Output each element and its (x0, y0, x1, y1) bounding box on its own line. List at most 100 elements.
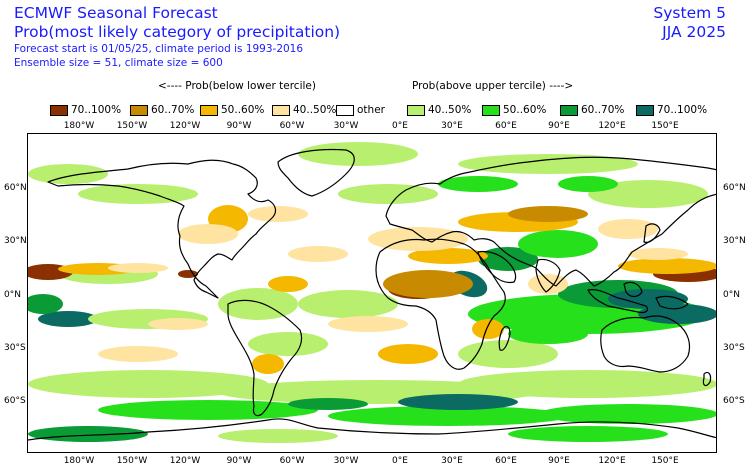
probability-patch (288, 246, 348, 262)
probability-patch (508, 324, 588, 344)
legend-label: 40..50% (293, 104, 337, 116)
system-name: System 5 (653, 4, 726, 22)
legend-swatch (50, 104, 68, 116)
probability-patch (148, 318, 208, 330)
above-tercile-label: Prob(above upper tercile) ----> (412, 80, 574, 92)
latitude-label: 0°N (723, 290, 740, 300)
probability-patch (558, 176, 618, 192)
coastline-eurasia (385, 156, 716, 287)
probability-patch (538, 404, 716, 424)
legend-swatch (636, 104, 654, 116)
probability-patch (378, 344, 438, 364)
coastline-borneo (623, 281, 643, 298)
legend-label: 40..50% (428, 104, 472, 116)
forecast-map (27, 133, 717, 453)
chart-title: ECMWF Seasonal Forecast (14, 4, 218, 22)
forecast-start-text: Forecast start is 01/05/25, climate peri… (14, 43, 304, 55)
legend-item: 70..100% (636, 103, 707, 117)
probability-patch (458, 370, 716, 398)
legend-label: 60..70% (151, 104, 195, 116)
probability-patch (28, 426, 148, 442)
longitude-label: 90°E (548, 121, 570, 131)
coastline-new-guinea (655, 295, 689, 310)
coastline-south-america (227, 299, 303, 417)
coastline-new-zealand (702, 371, 712, 387)
probability-patch (598, 219, 658, 239)
probability-patch (338, 184, 438, 204)
probability-patch (178, 270, 198, 278)
probability-patch (28, 370, 268, 398)
probability-patch (108, 263, 168, 273)
longitude-label: 120°E (598, 456, 626, 466)
probability-patch (618, 258, 716, 274)
probability-patch (178, 224, 238, 244)
legend-item: 40..50% (407, 103, 471, 117)
coastline-indonesia (587, 289, 649, 314)
legend-item: 50..60% (200, 103, 264, 117)
probability-patch (508, 206, 588, 222)
probability-patch (298, 290, 398, 318)
longitude-label: 60°E (495, 456, 517, 466)
legend-swatch (560, 104, 578, 116)
latitude-label: 60°S (4, 396, 26, 406)
probability-patch (328, 406, 568, 426)
probability-patch (218, 429, 338, 443)
legend-swatch (130, 104, 148, 116)
coastline-australia (600, 315, 691, 373)
coastline-india (535, 258, 561, 293)
latitude-label: 60°N (723, 183, 746, 193)
longitude-label: 30°W (333, 456, 359, 466)
latitude-label: 0°N (4, 290, 21, 300)
below-tercile-label: <---- Prob(below lower tercile) (158, 80, 316, 92)
longitude-label: 30°E (441, 456, 463, 466)
probability-patch (588, 180, 708, 208)
probability-patch (248, 332, 328, 356)
chart-subtitle: Prob(most likely category of precipitati… (14, 23, 341, 41)
legend-item: 60..70% (130, 103, 194, 117)
legend-item: other (336, 103, 385, 117)
system-block: System 5 JJA 2025 (653, 4, 726, 42)
longitude-label: 150°W (116, 456, 148, 466)
probability-shading (28, 142, 716, 443)
probability-patch (28, 294, 63, 314)
probability-patch (268, 276, 308, 292)
coastline-arabia (477, 250, 517, 284)
probability-patch (248, 206, 308, 222)
legend-swatch (482, 104, 500, 116)
longitude-label: 90°W (226, 121, 252, 131)
longitude-axis-top: 180°W 150°W 120°W 90°W 60°W 30°W 0°E 30°E 60°E 90… (0, 121, 746, 133)
coastline-africa (375, 238, 506, 370)
legend-item: 40..50% (272, 103, 336, 117)
legend-swatch (200, 104, 218, 116)
coastline-japan (643, 223, 661, 243)
latitude-label: 60°S (723, 396, 745, 406)
probability-patch (218, 288, 298, 320)
longitude-label: 0°E (392, 121, 408, 131)
probability-patch (508, 426, 668, 442)
legend-swatch (336, 104, 354, 116)
latitude-label: 60°N (4, 183, 27, 193)
coastline-antarctica (28, 418, 716, 441)
longitude-label: 150°W (116, 121, 148, 131)
legend-item: 60..70% (560, 103, 624, 117)
longitude-label: 60°W (279, 456, 305, 466)
coastline-north-america (47, 159, 277, 299)
probability-patch (28, 164, 108, 184)
title-block: ECMWF Seasonal Forecast Prob(most likely… (14, 4, 340, 70)
longitude-label: 150°E (651, 121, 679, 131)
longitude-label: 90°W (226, 456, 252, 466)
longitude-label: 90°E (548, 456, 570, 466)
latitude-label: 30°N (723, 236, 746, 246)
legend-item: 50..60% (482, 103, 546, 117)
probability-patch (638, 304, 716, 324)
latitude-label: 30°S (723, 343, 745, 353)
legend-swatch (407, 104, 425, 116)
legend-label: 50..60% (221, 104, 265, 116)
legend-label: other (357, 104, 385, 116)
legend-swatch (272, 104, 290, 116)
probability-patch (438, 176, 518, 192)
legend-item: 70..100% (50, 103, 121, 117)
probability-patch (398, 394, 518, 410)
longitude-label: 120°E (598, 121, 626, 131)
probability-patch (518, 230, 598, 258)
